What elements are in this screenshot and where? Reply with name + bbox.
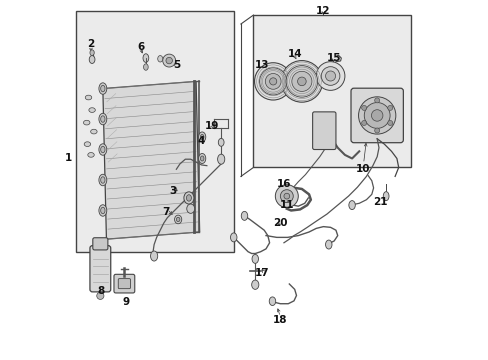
Text: 13: 13	[255, 60, 269, 70]
Ellipse shape	[217, 154, 224, 164]
Ellipse shape	[230, 233, 237, 242]
Ellipse shape	[198, 153, 205, 163]
Text: 17: 17	[255, 268, 269, 278]
Ellipse shape	[89, 55, 95, 63]
Ellipse shape	[186, 204, 194, 213]
FancyBboxPatch shape	[93, 238, 108, 250]
Ellipse shape	[85, 95, 92, 100]
Ellipse shape	[88, 153, 94, 157]
Circle shape	[371, 110, 382, 121]
FancyBboxPatch shape	[118, 279, 130, 289]
Ellipse shape	[83, 120, 90, 125]
Circle shape	[269, 78, 276, 85]
Ellipse shape	[150, 251, 158, 261]
Ellipse shape	[99, 83, 106, 94]
Circle shape	[358, 97, 395, 134]
Polygon shape	[102, 81, 199, 239]
Ellipse shape	[99, 205, 106, 216]
Ellipse shape	[101, 116, 105, 122]
Circle shape	[265, 73, 281, 89]
Ellipse shape	[251, 255, 258, 264]
Circle shape	[364, 103, 389, 129]
Circle shape	[275, 185, 298, 208]
Circle shape	[97, 292, 104, 300]
Text: 1: 1	[65, 153, 72, 163]
Polygon shape	[253, 15, 410, 167]
Ellipse shape	[218, 138, 224, 146]
Ellipse shape	[174, 215, 182, 224]
Circle shape	[387, 105, 392, 111]
Text: 10: 10	[355, 164, 369, 174]
Circle shape	[163, 54, 175, 67]
Text: 4: 4	[197, 136, 205, 145]
Text: 7: 7	[162, 207, 169, 217]
Circle shape	[297, 77, 305, 86]
Ellipse shape	[143, 64, 148, 70]
Text: 18: 18	[273, 315, 287, 325]
Ellipse shape	[251, 280, 258, 289]
Circle shape	[281, 60, 322, 102]
Circle shape	[387, 121, 392, 126]
Ellipse shape	[99, 174, 106, 186]
Ellipse shape	[200, 156, 203, 161]
Circle shape	[280, 190, 293, 203]
Circle shape	[291, 71, 311, 91]
Text: 20: 20	[273, 218, 287, 228]
Text: 3: 3	[169, 186, 176, 196]
Circle shape	[325, 71, 335, 81]
Circle shape	[165, 57, 172, 64]
Ellipse shape	[84, 142, 90, 147]
Text: 9: 9	[122, 297, 129, 307]
Ellipse shape	[101, 177, 105, 183]
Bar	[76, 12, 233, 252]
Ellipse shape	[101, 207, 105, 214]
Ellipse shape	[90, 50, 94, 55]
Ellipse shape	[383, 192, 388, 201]
Ellipse shape	[101, 146, 105, 153]
Circle shape	[321, 67, 339, 85]
Ellipse shape	[183, 192, 194, 204]
Circle shape	[254, 63, 291, 100]
Ellipse shape	[186, 195, 191, 201]
Text: 2: 2	[86, 39, 94, 49]
Text: 5: 5	[172, 60, 180, 70]
Circle shape	[284, 193, 289, 199]
Text: 14: 14	[287, 49, 302, 59]
FancyBboxPatch shape	[90, 246, 110, 292]
Circle shape	[259, 68, 286, 95]
Circle shape	[374, 98, 379, 103]
Ellipse shape	[89, 108, 95, 112]
Ellipse shape	[90, 129, 97, 134]
Ellipse shape	[99, 113, 106, 125]
Text: 15: 15	[326, 53, 341, 63]
Ellipse shape	[200, 134, 203, 139]
Ellipse shape	[142, 54, 148, 62]
Circle shape	[361, 121, 366, 126]
Text: 6: 6	[137, 42, 144, 52]
Ellipse shape	[158, 55, 163, 62]
Text: 12: 12	[316, 6, 330, 17]
Text: 21: 21	[373, 197, 387, 207]
Ellipse shape	[198, 132, 205, 142]
Ellipse shape	[99, 144, 106, 155]
FancyBboxPatch shape	[350, 88, 403, 143]
Ellipse shape	[101, 85, 105, 92]
Circle shape	[285, 66, 317, 97]
Circle shape	[316, 62, 344, 90]
Ellipse shape	[348, 201, 355, 210]
Ellipse shape	[269, 297, 275, 306]
Circle shape	[361, 105, 366, 111]
Text: 19: 19	[204, 121, 219, 131]
FancyBboxPatch shape	[114, 274, 135, 293]
Text: 11: 11	[280, 200, 294, 210]
Circle shape	[374, 128, 379, 133]
Text: 16: 16	[276, 179, 290, 189]
Ellipse shape	[325, 240, 331, 249]
Ellipse shape	[241, 211, 247, 220]
Text: 8: 8	[97, 286, 104, 296]
FancyBboxPatch shape	[312, 112, 335, 149]
Ellipse shape	[176, 217, 180, 222]
